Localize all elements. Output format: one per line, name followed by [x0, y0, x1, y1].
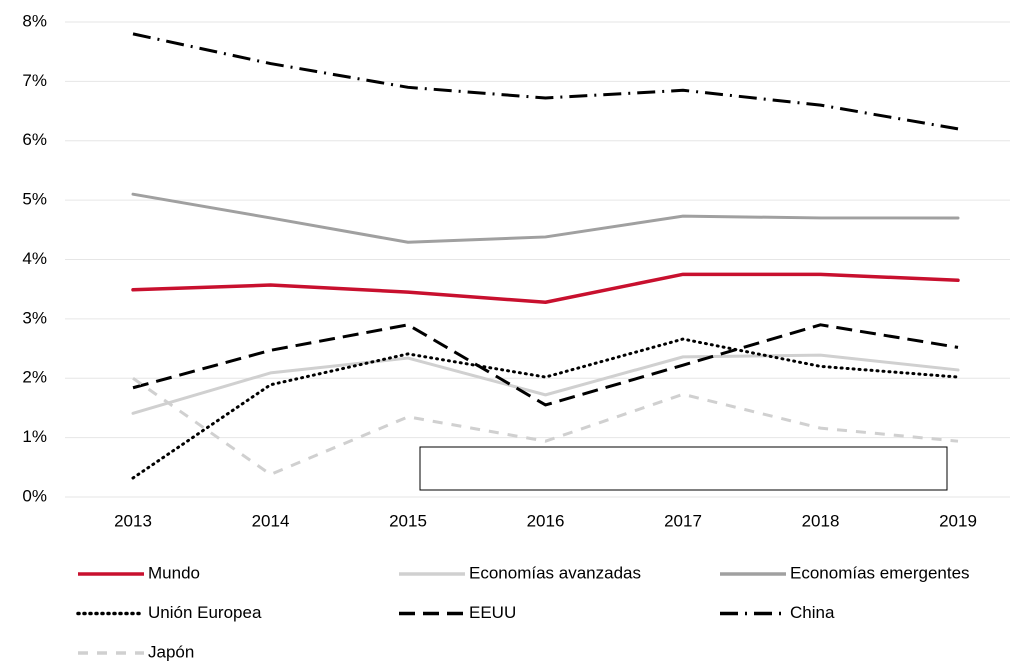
x-tick-label: 2013: [114, 511, 152, 530]
empty-box: [419, 446, 948, 491]
series-line: [132, 323, 959, 407]
y-tick-label: 6%: [22, 130, 47, 149]
y-tick-label: 1%: [22, 427, 47, 446]
x-tick-label: 2017: [664, 511, 702, 530]
y-tick-label: 4%: [22, 249, 47, 268]
y-tick-label: 3%: [22, 308, 47, 327]
x-tick-label: 2014: [252, 511, 290, 530]
series-line: [131, 353, 960, 415]
legend-label: Economías avanzadas: [469, 563, 641, 582]
x-tick-label: 2019: [939, 511, 977, 530]
legend-label: Unión Europea: [148, 603, 262, 622]
y-tick-label: 7%: [22, 71, 47, 90]
legend-label: China: [790, 603, 835, 622]
series-line: [131, 337, 960, 480]
legend-label: Mundo: [148, 563, 200, 582]
x-tick-label: 2016: [527, 511, 565, 530]
y-tick-label: 2%: [22, 368, 47, 387]
y-tick-label: 0%: [22, 486, 47, 505]
y-tick-label: 5%: [22, 190, 47, 209]
x-tick-label: 2015: [389, 511, 427, 530]
legend-label: Economías emergentes: [790, 563, 970, 582]
legend-label: Japón: [148, 642, 194, 661]
series-line: [132, 32, 959, 131]
y-tick-label: 8%: [22, 11, 47, 30]
series-line: [131, 272, 960, 304]
series-line: [131, 192, 960, 244]
legend-label: EEUU: [469, 603, 516, 622]
series-line: [132, 377, 959, 476]
x-tick-label: 2018: [802, 511, 840, 530]
